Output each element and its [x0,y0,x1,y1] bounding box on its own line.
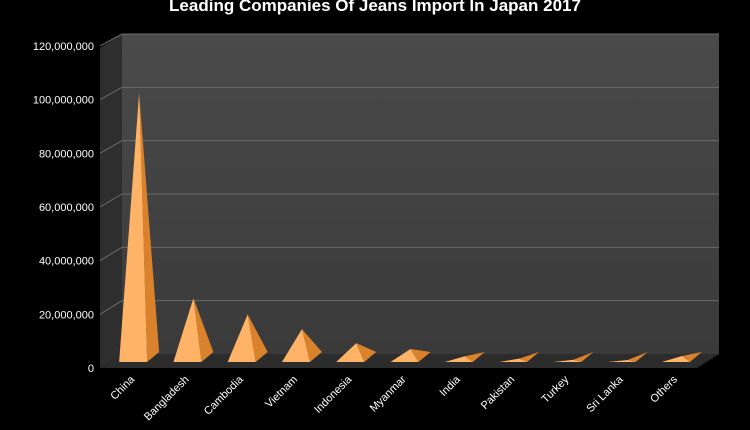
gridline-depth [99,140,123,154]
bar-face-side [627,352,648,362]
y-tick-label: 60,000,000 [39,202,94,214]
chart-title: Leading Companies Of Jeans Import In Jap… [169,0,581,15]
bar-face-front [281,329,310,362]
bar-turkey [553,352,594,362]
bar-face-front [227,314,256,362]
x-tick-label: Sri Lanka [584,373,626,415]
x-tick-label: Cambodia [202,373,247,418]
y-tick-label: 100,000,000 [33,95,94,107]
bar-face-front [607,359,636,362]
bar-face-side [410,348,431,362]
bar-indonesia [336,343,377,362]
x-tick-label: Vietnam [263,374,300,411]
bar-india [444,352,485,362]
bar-face-side [464,352,485,362]
gridline-depth [99,193,123,208]
x-tick-label: India [438,373,464,399]
bar-vietnam [281,329,322,362]
gridline-depth [99,33,123,47]
bar-face-front [499,358,528,362]
x-tick-label: Others [648,373,680,405]
x-tick-label: Indonesia [312,373,355,416]
bar-china [119,92,160,362]
bar-sri-lanka [607,352,648,362]
bar-face-side [247,314,268,362]
bar-series [119,92,702,362]
y-tick-label: 20,000,000 [39,309,94,321]
x-tick-label: Pakistan [479,374,517,412]
y-tick-label: 80,000,000 [39,148,94,160]
x-tick-label: China [108,373,137,402]
bar-myanmar [390,348,431,362]
y-tick-label: 40,000,000 [39,256,94,268]
bar-cambodia [227,314,268,362]
bar-bangladesh [173,298,214,362]
bar-face-side [681,352,702,362]
x-tick-label: Bangladesh [142,374,192,424]
bar-face-front [173,298,202,362]
bar-face-side [193,298,214,362]
bar-face-front [444,356,473,362]
bar-pakistan [499,352,540,362]
bar-face-side [356,343,377,362]
bar-face-side [139,92,160,362]
bar-face-front [390,348,419,362]
gridline-depth [99,86,123,101]
gridline-depth [99,300,123,315]
x-tick-label: Turkey [539,373,571,405]
gridline-depth [99,246,123,262]
bar-face-side [573,352,594,362]
y-tick-label: 0 [88,363,94,375]
bar-face-front [336,343,365,362]
x-tick-label: Myanmar [368,373,409,414]
y-axis-labels: 0 20,000,000 40,000,000 60,000,000 80,000,00… [33,41,94,375]
bar-face-front [119,92,148,362]
bar-face-front [661,355,690,362]
y-tick-label: 120,000,000 [33,41,94,53]
bar-face-side [301,329,322,362]
bar-face-side [519,352,540,362]
bar-others [661,352,702,362]
bar-face-front [553,359,582,362]
x-axis-labels: China Bangladesh Cambodia Vietnam Indonesia M… [108,373,680,423]
